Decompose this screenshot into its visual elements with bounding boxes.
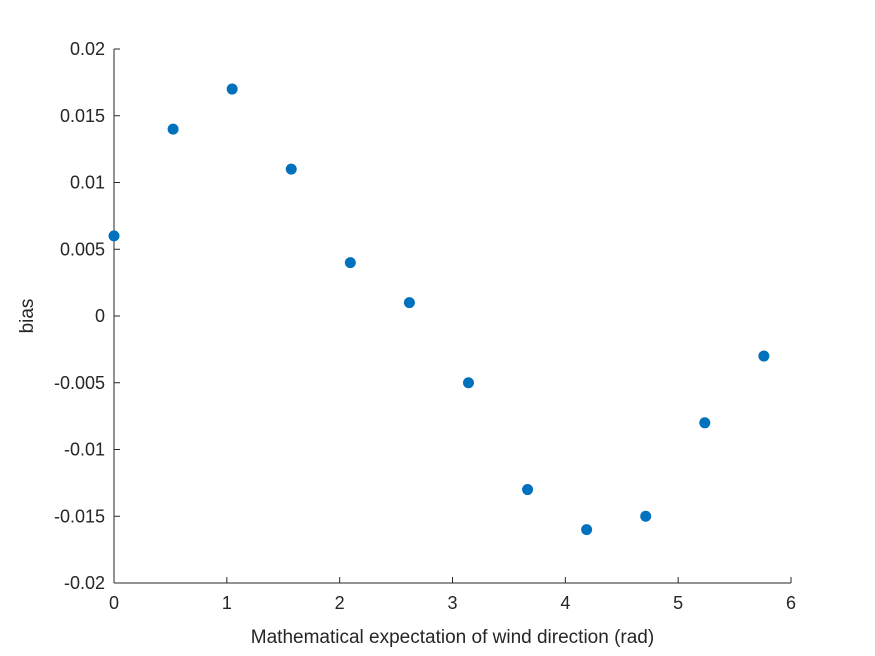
data-point bbox=[167, 123, 179, 135]
x-axis-title: Mathematical expectation of wind directi… bbox=[251, 627, 654, 648]
x-axis-ticks: 0 1 2 3 4 5 6 bbox=[109, 577, 796, 613]
data-points bbox=[108, 83, 770, 536]
data-point bbox=[522, 484, 534, 496]
axes bbox=[113, 49, 791, 584]
y-tick-label: -0.005 bbox=[54, 373, 105, 393]
y-tick-label: -0.015 bbox=[54, 506, 105, 526]
x-tick-label: 4 bbox=[560, 593, 570, 613]
data-point bbox=[640, 510, 652, 522]
y-tick-label: 0.02 bbox=[70, 39, 105, 59]
data-point bbox=[403, 297, 415, 309]
data-point bbox=[285, 163, 297, 175]
y-tick-label: -0.02 bbox=[64, 573, 105, 593]
data-point bbox=[108, 230, 120, 242]
data-point bbox=[344, 257, 356, 269]
y-tick-label: -0.01 bbox=[64, 440, 105, 460]
y-axis-title: bias bbox=[17, 299, 38, 334]
y-tick-label: 0 bbox=[95, 306, 105, 326]
x-tick-label: 3 bbox=[447, 593, 457, 613]
x-tick-label: 5 bbox=[673, 593, 683, 613]
data-point bbox=[226, 83, 238, 95]
y-tick-label: 0.005 bbox=[60, 239, 105, 259]
y-tick-label: 0.015 bbox=[60, 106, 105, 126]
y-tick-label: 0.01 bbox=[70, 173, 105, 193]
y-axis-ticks: -0.02 -0.015 -0.01 -0.005 0 0.005 0.01 0.015 0.0… bbox=[54, 39, 120, 593]
x-tick-label: 2 bbox=[335, 593, 345, 613]
data-point bbox=[699, 417, 711, 429]
x-tick-label: 1 bbox=[222, 593, 232, 613]
x-tick-label: 0 bbox=[109, 593, 119, 613]
data-point bbox=[462, 377, 474, 389]
x-tick-label: 6 bbox=[786, 593, 796, 613]
data-point bbox=[758, 350, 770, 362]
data-point bbox=[581, 524, 593, 536]
